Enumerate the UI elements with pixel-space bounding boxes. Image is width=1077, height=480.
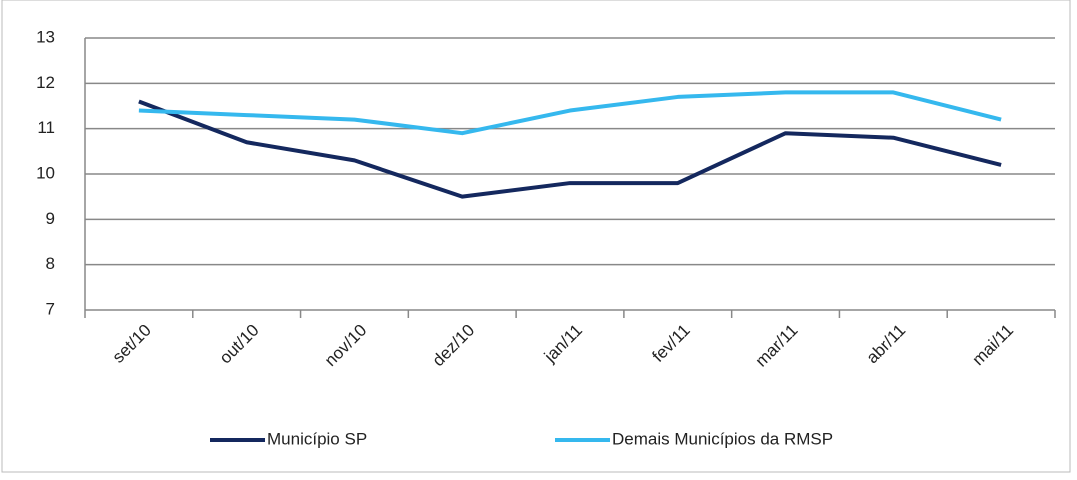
chart-frame xyxy=(1,0,1071,473)
y-tick-label: 12 xyxy=(36,73,55,92)
y-tick-label: 11 xyxy=(37,118,55,137)
legend-label: Município SP xyxy=(267,429,367,448)
y-tick-label: 9 xyxy=(46,209,55,228)
legend-label: Demais Municípios da RMSP xyxy=(612,429,833,448)
y-tick-label: 13 xyxy=(36,27,55,46)
series-line xyxy=(138,99,1002,199)
series-line xyxy=(138,90,1002,136)
y-tick-label: 7 xyxy=(46,299,55,318)
y-tick-label: 8 xyxy=(46,254,55,273)
y-tick-label: 10 xyxy=(36,163,55,182)
